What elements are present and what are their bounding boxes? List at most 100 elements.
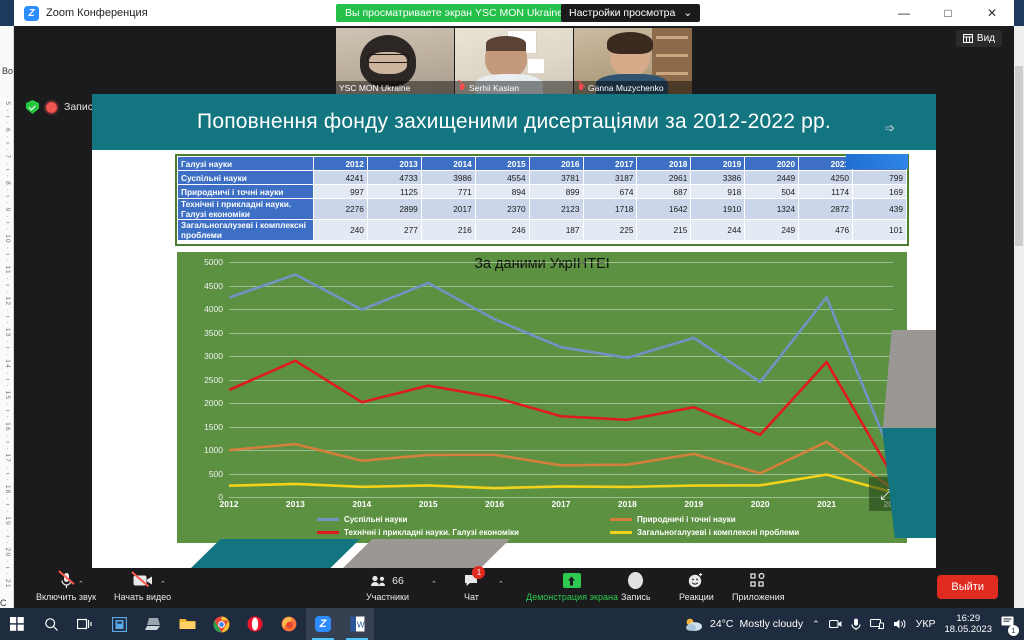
chart-x-tick: 2020: [750, 499, 770, 509]
start-icon[interactable]: [0, 608, 34, 640]
chat-caret[interactable]: ⌃: [498, 581, 504, 588]
reactions-button[interactable]: Реакции: [679, 571, 714, 602]
close-button[interactable]: ✕: [986, 6, 998, 20]
slide-title: Поповнення фонду захищеними дисертаціями…: [197, 110, 831, 133]
participants-caret[interactable]: ⌃: [431, 581, 437, 588]
volume-icon[interactable]: [893, 618, 907, 630]
record-icon: [628, 571, 644, 590]
audio-options-caret[interactable]: ⌃: [78, 581, 84, 588]
document-scrollbar[interactable]: [1014, 26, 1024, 608]
recording-indicator[interactable]: Запись: [26, 100, 98, 114]
table-row-label: Загальногалузеві і комплексні проблеми: [177, 219, 314, 241]
view-layout-button[interactable]: Вид: [955, 30, 1002, 47]
legend-item: Технічні і прикладні науки. Галузі еконо…: [317, 528, 604, 537]
file-explorer-icon[interactable]: [170, 608, 204, 640]
table-cell: 216: [420, 219, 476, 241]
task-view-icon[interactable]: [68, 608, 102, 640]
record-button[interactable]: Запись: [621, 571, 651, 602]
apps-button[interactable]: Приложения: [732, 571, 785, 602]
table-cell: 4241: [313, 170, 368, 185]
zoom-control-toolbar: Включить звук ⌃ Начать видео ⌃: [14, 566, 1014, 608]
chart-x-tick: 2014: [352, 499, 372, 509]
table-cell: 3986: [420, 170, 476, 185]
legend-item: Суспільні науки: [317, 515, 604, 524]
opera-icon[interactable]: [238, 608, 272, 640]
video-tile-name-1: Serhii Kasian: [455, 81, 573, 95]
chart-line-загальногалузеві: [229, 473, 893, 494]
table-cell: 1125: [366, 184, 422, 199]
store-icon[interactable]: [102, 608, 136, 640]
audio-button[interactable]: Включить звук: [36, 570, 96, 602]
chart-y-tick: 500: [208, 468, 223, 479]
leave-meeting-button[interactable]: Выйти: [937, 575, 998, 599]
table-cell: 2961: [636, 170, 692, 185]
table-cell: 187: [528, 219, 584, 241]
printer-icon[interactable]: [136, 608, 170, 640]
table-year-2014: 2014: [420, 156, 476, 171]
table-cell: 2370: [474, 198, 530, 220]
chat-icon: 1: [464, 566, 486, 590]
record-label: Запись: [621, 592, 651, 602]
table-cell: 2276: [313, 198, 368, 220]
tray-expand-icon[interactable]: ⌃: [812, 618, 820, 629]
legend-swatch: [317, 531, 339, 534]
weather-desc: Mostly cloudy: [739, 618, 804, 630]
chart-gridline: [229, 379, 893, 381]
chart-source-note: За даними УкрІНТЕІ: [474, 256, 610, 272]
table-year-2015: 2015: [474, 156, 530, 171]
camera-tray-icon[interactable]: [828, 618, 842, 630]
network-icon[interactable]: [869, 618, 884, 630]
weather-temp: 24°C: [710, 618, 734, 630]
chrome-icon[interactable]: [204, 608, 238, 640]
chart-y-tick: 2500: [204, 374, 223, 385]
window-titlebar: Z Zoom Конференция Вы просматриваете экр…: [14, 0, 1014, 26]
table-year-2021: 2021: [798, 156, 854, 171]
language-indicator[interactable]: УКР: [915, 618, 936, 630]
search-icon[interactable]: [34, 608, 68, 640]
chart-gridline: [229, 426, 893, 428]
share-screen-button[interactable]: Демонстрация экрана: [526, 571, 618, 602]
microphone-tray-icon[interactable]: [851, 618, 861, 631]
chart-x-tick: 2017: [551, 499, 571, 509]
maximize-button[interactable]: □: [944, 6, 952, 20]
view-options-button[interactable]: Настройки просмотра ⌄: [561, 4, 701, 22]
chart-y-tick: 5000: [204, 257, 223, 267]
table-cell: 169: [852, 184, 907, 199]
notification-center-icon[interactable]: 1: [1001, 616, 1019, 636]
apps-icon: [750, 571, 766, 590]
document-text-bottom: C: [0, 598, 7, 608]
table-cell: 894: [474, 184, 530, 199]
chart-line-природничі: [229, 440, 893, 491]
firefox-icon[interactable]: [272, 608, 306, 640]
legend-swatch: [317, 518, 339, 521]
recording-label: Запись: [64, 101, 99, 113]
chart-gridline: [229, 497, 893, 498]
chat-button[interactable]: 1 Чат: [464, 566, 486, 602]
video-tile-1[interactable]: Serhii Kasian: [455, 28, 573, 95]
chart-gridline: [229, 473, 893, 475]
video-tile-2[interactable]: Ganna Muzychenko: [574, 28, 692, 95]
chart-x-axis: 2012 2013 2014 2015 2016 2017 2018 2019 2020 2021…: [220, 499, 903, 511]
view-options-label: Настройки просмотра: [569, 7, 676, 19]
clock[interactable]: 16:29 18.05.2023: [944, 613, 992, 635]
video-tile-0[interactable]: YSC MON Ukraine: [336, 28, 454, 95]
slide-decoration-right: [882, 330, 936, 538]
table-selection-highlight: [846, 154, 908, 169]
participants-button[interactable]: 66 Участники: [366, 571, 409, 603]
zoom-icon[interactable]: Z: [306, 608, 340, 640]
share-screen-icon: [562, 571, 581, 590]
chart-x-tick: 2012: [219, 499, 239, 509]
video-options-caret[interactable]: ⌃: [160, 581, 166, 588]
video-tile-name-0: YSC MON Ukraine: [336, 81, 454, 95]
table-year-2016: 2016: [528, 156, 584, 171]
chart-x-tick: 2018: [617, 499, 637, 509]
table-cell: 4733: [366, 170, 422, 185]
video-button[interactable]: Начать видео: [114, 571, 171, 602]
minimize-button[interactable]: —: [898, 6, 910, 20]
table-cell: 687: [636, 184, 692, 199]
clock-date: 18.05.2023: [944, 624, 992, 635]
weather-widget[interactable]: 24°C Mostly cloudy: [684, 617, 803, 632]
chart-line-технічні: [229, 359, 893, 478]
word-icon[interactable]: W: [340, 608, 374, 640]
participants-label: Участники: [366, 592, 409, 602]
